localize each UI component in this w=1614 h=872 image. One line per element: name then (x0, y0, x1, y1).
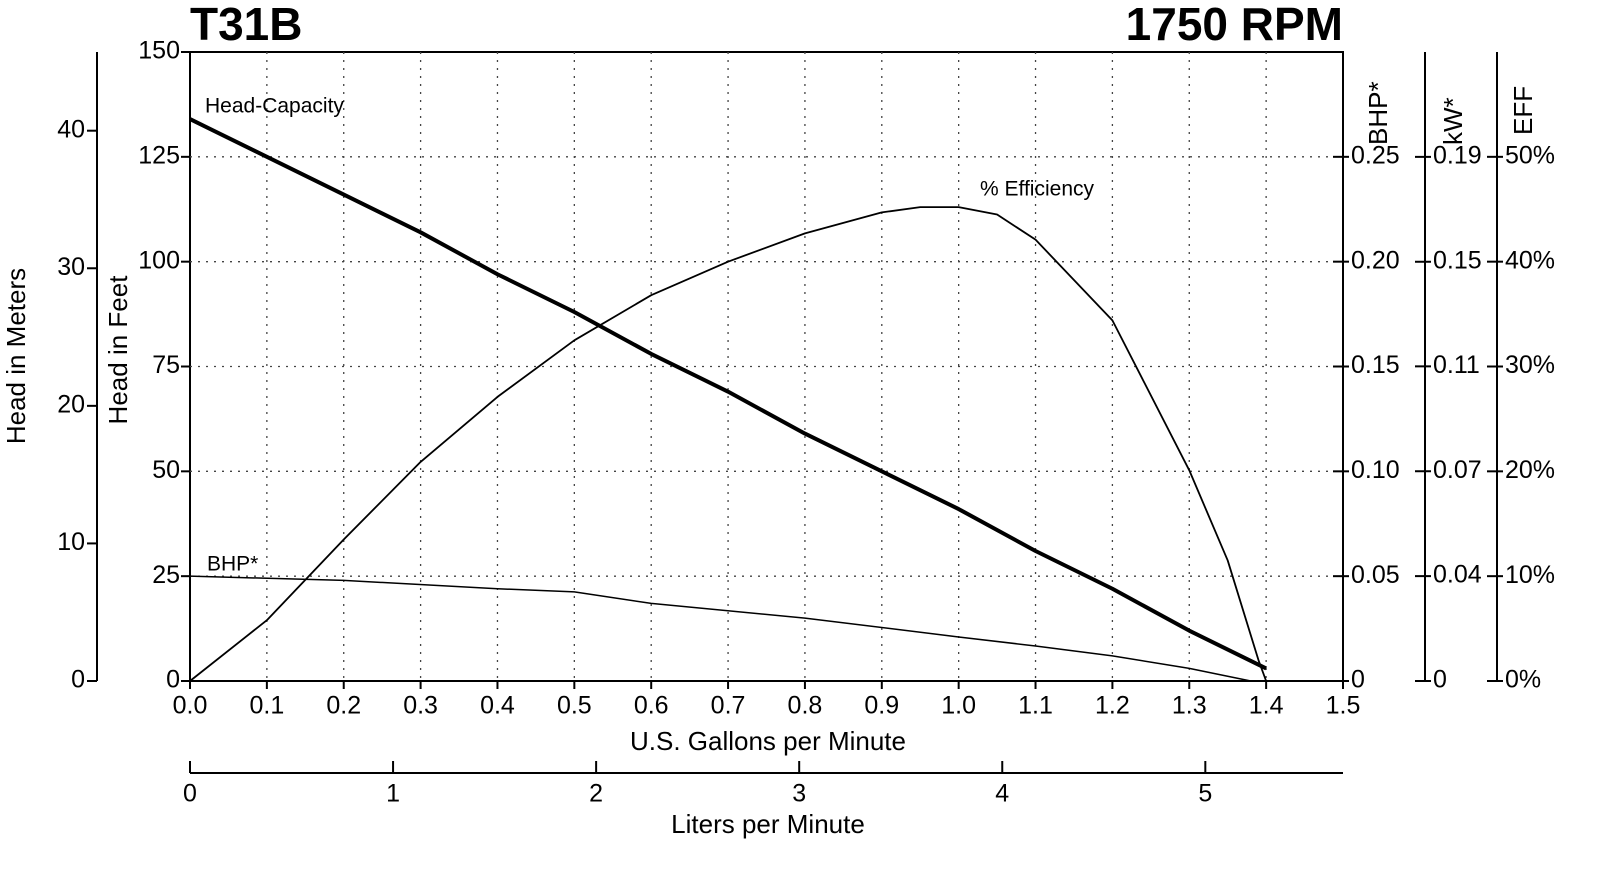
y-tick-label: 75 (152, 351, 180, 379)
series-line (189, 206, 1267, 682)
eff-axis-title: EFF (1508, 86, 1538, 135)
y-tick-label: 100 (138, 246, 180, 274)
meters-tick-label: 10 (57, 528, 85, 556)
meters-tick-label: 0 (71, 666, 85, 694)
eff-tick-label: 40% (1505, 246, 1555, 274)
kw-tick-label: 0.11 (1433, 351, 1480, 379)
x-tick-label: 1.2 (1095, 692, 1130, 720)
kw-tick-label: 0.15 (1433, 246, 1482, 274)
eff-tick-label: 10% (1505, 561, 1555, 589)
x-tick-label: 1.5 (1326, 692, 1361, 720)
bhp-tick-label: 0.05 (1351, 561, 1400, 589)
x-tick-label: 1.1 (1018, 692, 1053, 720)
eff-tick-label: 20% (1505, 456, 1555, 484)
x-tick-label: 0.8 (788, 692, 823, 720)
x2-tick-label: 5 (1198, 780, 1212, 808)
x2-axis-title: Liters per Minute (671, 809, 865, 839)
y-tick-label: 150 (138, 37, 180, 65)
x-tick-label: 0.4 (480, 692, 515, 720)
y-tick-label: 125 (138, 141, 180, 169)
x2-tick-label: 0 (183, 780, 197, 808)
x-tick-label: 0.3 (403, 692, 438, 720)
bhp-tick-label: 0.20 (1351, 246, 1400, 274)
bhp-tick-label: 0 (1351, 666, 1365, 694)
y-tick-label: 0 (166, 666, 180, 694)
series-label: Head-Capacity (205, 95, 344, 118)
x-tick-label: 0.2 (326, 692, 361, 720)
x-tick-label: 0.0 (173, 692, 208, 720)
y-tick-label: 50 (152, 456, 180, 484)
x-tick-label: 0.5 (557, 692, 592, 720)
meters-tick-label: 20 (57, 390, 85, 418)
eff-tick-label: 50% (1505, 141, 1555, 169)
x-axis-title: U.S. Gallons per Minute (630, 726, 906, 756)
x-tick-label: 1.0 (941, 692, 976, 720)
kw-tick-label: 0 (1433, 666, 1447, 694)
series-label: BHP* (207, 553, 258, 576)
series-label: % Efficiency (980, 178, 1094, 201)
x2-tick-label: 3 (792, 780, 806, 808)
kw-tick-label: 0.07 (1433, 456, 1482, 484)
eff-tick-label: 0% (1505, 666, 1541, 694)
x-tick-label: 0.1 (249, 692, 284, 720)
x-tick-label: 0.7 (711, 692, 746, 720)
x-tick-label: 0.9 (864, 692, 899, 720)
x-tick-label: 1.4 (1249, 692, 1284, 720)
bhp-tick-label: 0.25 (1351, 141, 1400, 169)
y-tick-label: 25 (152, 561, 180, 589)
chart-title: T31B (190, 0, 302, 50)
x2-tick-label: 1 (386, 780, 400, 808)
meters-tick-label: 40 (57, 115, 85, 143)
x-tick-label: 1.3 (1172, 692, 1207, 720)
kw-tick-label: 0.04 (1433, 561, 1482, 589)
x-tick-label: 0.6 (634, 692, 669, 720)
y-axis-title: Head in Feet (103, 275, 133, 425)
meters-axis-title: Head in Meters (1, 268, 31, 444)
kw-axis-title: kW* (1438, 97, 1468, 145)
meters-tick-label: 30 (57, 253, 85, 281)
kw-tick-label: 0.19 (1433, 141, 1482, 169)
bhp-axis-title: BHP* (1363, 81, 1393, 145)
chart-subtitle: 1750 RPM (1126, 0, 1343, 50)
series-line (189, 575, 1251, 682)
eff-tick-label: 30% (1505, 351, 1555, 379)
series-line (189, 117, 1268, 671)
x2-tick-label: 2 (589, 780, 603, 808)
bhp-tick-label: 0.15 (1351, 351, 1400, 379)
bhp-tick-label: 0.10 (1351, 456, 1400, 484)
x2-tick-label: 4 (995, 780, 1009, 808)
